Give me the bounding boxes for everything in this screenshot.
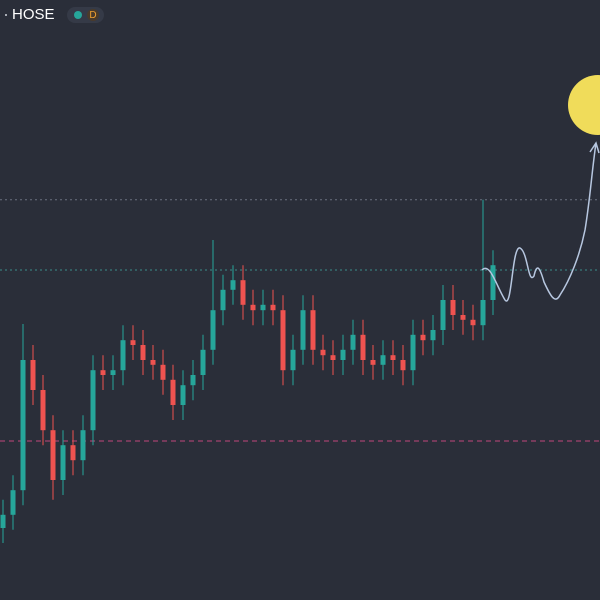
- candle-body: [0, 514, 6, 528]
- candle-body: [130, 340, 136, 345]
- candle-body: [140, 345, 146, 360]
- candle-body: [160, 364, 166, 380]
- candle-body: [380, 355, 386, 365]
- candle-body: [250, 304, 256, 311]
- candle-body: [150, 360, 156, 365]
- candle-body: [30, 360, 36, 390]
- candle-body: [460, 315, 466, 320]
- candle-body: [420, 334, 426, 341]
- interval-bg: [87, 9, 99, 21]
- candle-body: [390, 355, 396, 360]
- candle-body: [90, 370, 96, 431]
- candle-body: [180, 385, 186, 405]
- candle-body: [100, 370, 106, 375]
- candle-body: [470, 319, 476, 326]
- candle-body: [170, 379, 176, 405]
- interval: D: [89, 10, 96, 21]
- candle-body: [300, 310, 306, 350]
- status-dot: [74, 11, 82, 19]
- candle-body: [60, 445, 66, 480]
- candle-body: [230, 280, 236, 290]
- candle-body: [320, 349, 326, 356]
- candle-body: [260, 304, 266, 311]
- candle-body: [280, 310, 286, 371]
- candle-body: [330, 355, 336, 360]
- candle-body: [340, 349, 346, 360]
- candle-body: [310, 310, 316, 350]
- candle-body: [120, 340, 126, 371]
- candle-body: [10, 490, 16, 515]
- candle-body: [480, 300, 486, 326]
- candle-body: [290, 349, 296, 371]
- candle-body: [410, 334, 416, 371]
- candle-body: [20, 360, 26, 491]
- candle-body: [270, 304, 276, 311]
- drawn-arrow: [481, 141, 600, 302]
- symbol[interactable]: HOSE: [12, 6, 55, 23]
- candle-body: [110, 370, 116, 375]
- candle-body: [70, 445, 76, 461]
- candle-body: [210, 310, 216, 350]
- candle-body: [440, 300, 446, 330]
- candle-body: [360, 334, 366, 360]
- candle-body: [200, 349, 206, 375]
- candle-body: [220, 289, 226, 311]
- candle-body: [80, 430, 86, 461]
- candle-body: [350, 334, 356, 350]
- candle-body: [40, 390, 46, 431]
- candle-body: [240, 280, 246, 305]
- candle-body: [190, 375, 196, 386]
- candle-body: [490, 265, 496, 300]
- candle-body: [400, 360, 406, 371]
- candle-body: [50, 430, 56, 480]
- candle-body: [430, 330, 436, 341]
- marker-circle: [568, 75, 600, 135]
- candle-body: [370, 360, 376, 365]
- plot-area: [0, 199, 600, 543]
- candle-body: [450, 300, 456, 315]
- header-dot: [5, 14, 7, 16]
